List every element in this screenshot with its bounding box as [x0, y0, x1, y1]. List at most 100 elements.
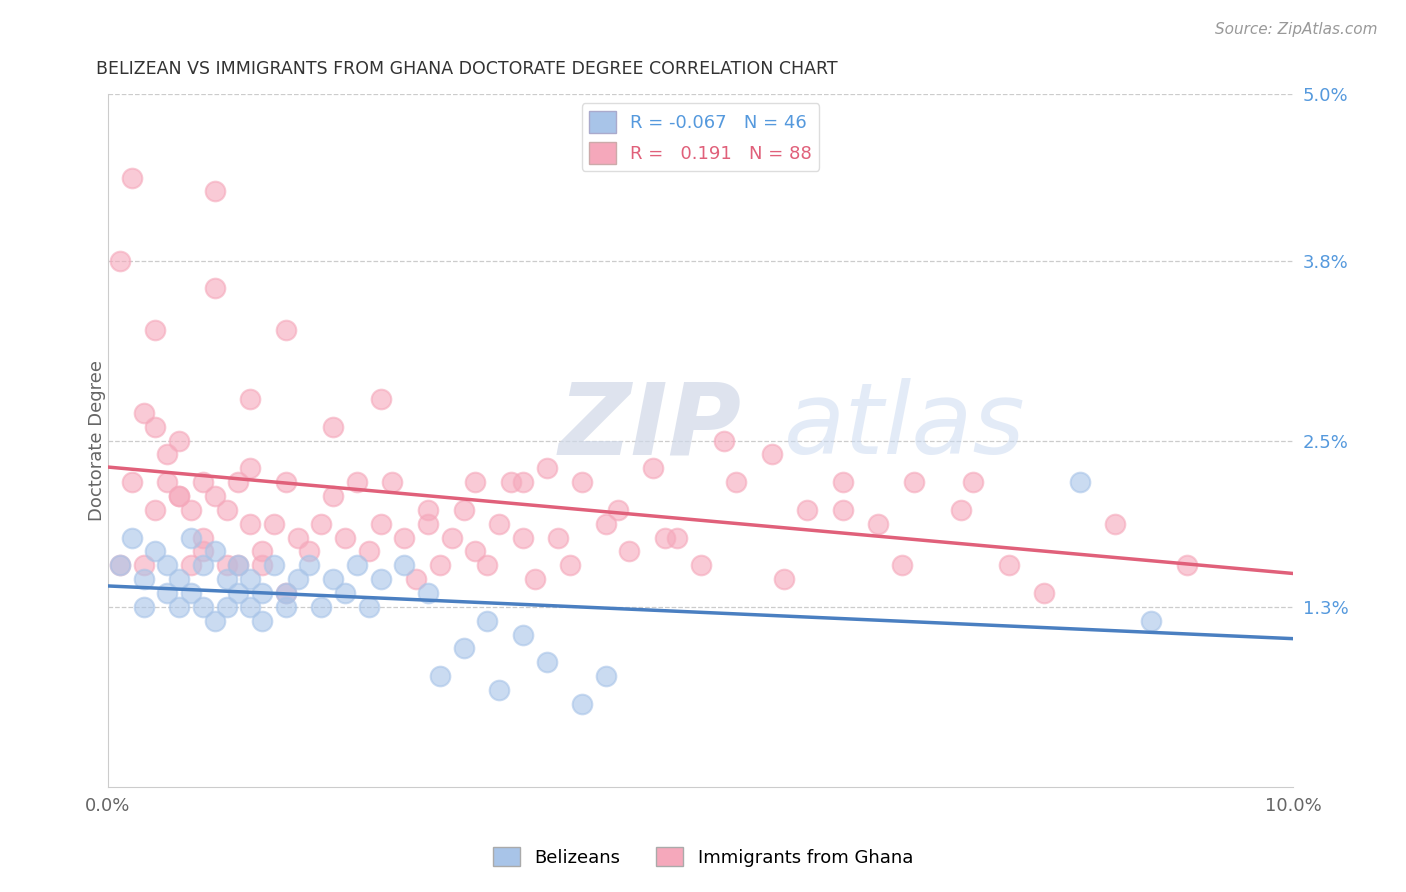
Point	[997, 558, 1019, 573]
Point	[167, 489, 190, 503]
Point	[145, 419, 167, 434]
Point	[595, 516, 617, 531]
Point	[619, 544, 641, 558]
Point	[725, 475, 748, 490]
Point	[405, 572, 427, 586]
Point	[643, 461, 665, 475]
Point	[512, 627, 534, 641]
Point	[287, 572, 309, 586]
Point	[499, 475, 522, 490]
Point	[536, 461, 558, 475]
Point	[228, 586, 250, 600]
Point	[228, 558, 250, 573]
Point	[180, 531, 202, 545]
Point	[204, 185, 226, 199]
Point	[215, 572, 238, 586]
Point	[429, 669, 451, 683]
Point	[761, 448, 783, 462]
Point	[180, 586, 202, 600]
Point	[204, 614, 226, 628]
Point	[512, 475, 534, 490]
Point	[416, 516, 439, 531]
Point	[831, 475, 853, 490]
Point	[891, 558, 914, 573]
Point	[132, 558, 155, 573]
Point	[145, 503, 167, 517]
Point	[1175, 558, 1198, 573]
Point	[654, 531, 676, 545]
Point	[713, 434, 735, 448]
Point	[287, 531, 309, 545]
Point	[416, 586, 439, 600]
Point	[464, 475, 486, 490]
Point	[263, 516, 285, 531]
Point	[477, 614, 499, 628]
Point	[1033, 586, 1056, 600]
Point	[1104, 516, 1126, 531]
Point	[394, 558, 416, 573]
Legend: R = -0.067   N = 46, R =   0.191   N = 88: R = -0.067 N = 46, R = 0.191 N = 88	[582, 103, 820, 171]
Point	[1069, 475, 1091, 490]
Point	[132, 406, 155, 420]
Point	[311, 599, 333, 614]
Point	[108, 253, 131, 268]
Point	[215, 503, 238, 517]
Point	[180, 503, 202, 517]
Point	[156, 475, 179, 490]
Point	[298, 544, 321, 558]
Point	[132, 599, 155, 614]
Text: BELIZEAN VS IMMIGRANTS FROM GHANA DOCTORATE DEGREE CORRELATION CHART: BELIZEAN VS IMMIGRANTS FROM GHANA DOCTOR…	[96, 60, 838, 78]
Point	[239, 392, 262, 406]
Point	[239, 461, 262, 475]
Point	[167, 599, 190, 614]
Point	[191, 558, 214, 573]
Point	[250, 544, 273, 558]
Point	[333, 586, 356, 600]
Point	[429, 558, 451, 573]
Point	[215, 599, 238, 614]
Point	[477, 558, 499, 573]
Point	[772, 572, 794, 586]
Point	[191, 544, 214, 558]
Point	[204, 489, 226, 503]
Y-axis label: Doctorate Degree: Doctorate Degree	[89, 360, 105, 521]
Legend: Belizeans, Immigrants from Ghana: Belizeans, Immigrants from Ghana	[485, 840, 921, 874]
Point	[108, 558, 131, 573]
Point	[370, 392, 392, 406]
Point	[606, 503, 628, 517]
Point	[950, 503, 973, 517]
Point	[571, 697, 593, 711]
Point	[689, 558, 711, 573]
Point	[156, 586, 179, 600]
Point	[453, 503, 475, 517]
Point	[274, 586, 297, 600]
Point	[547, 531, 569, 545]
Point	[239, 516, 262, 531]
Point	[464, 544, 486, 558]
Point	[665, 531, 688, 545]
Point	[346, 558, 368, 573]
Point	[274, 475, 297, 490]
Point	[903, 475, 925, 490]
Point	[239, 599, 262, 614]
Point	[523, 572, 546, 586]
Point	[488, 682, 510, 697]
Point	[239, 572, 262, 586]
Point	[121, 475, 143, 490]
Point	[381, 475, 404, 490]
Point	[145, 323, 167, 337]
Point	[156, 448, 179, 462]
Point	[274, 599, 297, 614]
Point	[180, 558, 202, 573]
Point	[370, 572, 392, 586]
Point	[1140, 614, 1163, 628]
Point	[204, 281, 226, 295]
Point	[595, 669, 617, 683]
Point	[167, 572, 190, 586]
Point	[560, 558, 582, 573]
Point	[121, 170, 143, 185]
Point	[322, 572, 344, 586]
Point	[167, 434, 190, 448]
Point	[228, 475, 250, 490]
Point	[311, 516, 333, 531]
